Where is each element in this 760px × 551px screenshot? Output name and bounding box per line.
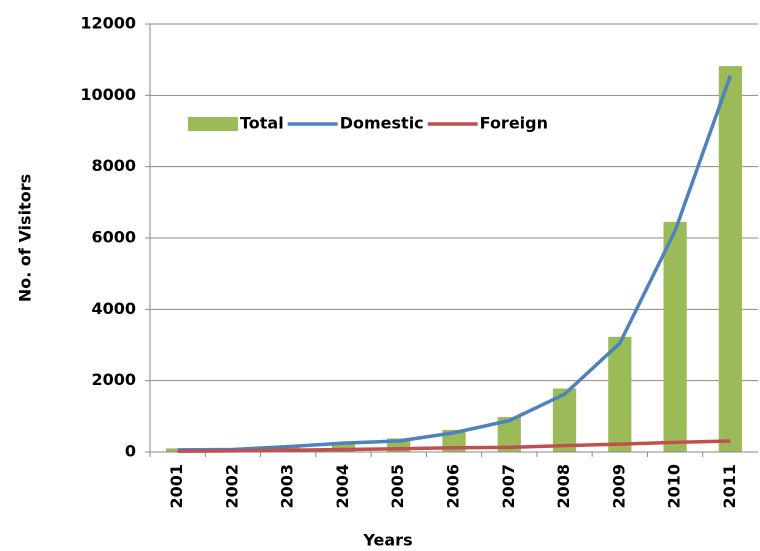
bar bbox=[331, 442, 356, 452]
y-tick-label: 12000 bbox=[80, 14, 136, 33]
x-tick-label: 2004 bbox=[333, 464, 352, 509]
bar bbox=[663, 221, 687, 452]
x-tick-label: 2006 bbox=[444, 464, 463, 509]
y-tick-label: 6000 bbox=[91, 228, 136, 247]
bar bbox=[718, 66, 742, 452]
legend-label: Domestic bbox=[340, 114, 424, 133]
x-tick-label: 2011 bbox=[720, 464, 739, 509]
legend-swatch bbox=[188, 117, 238, 131]
x-tick-label: 2001 bbox=[167, 464, 186, 509]
line bbox=[177, 75, 733, 452]
x-tick-label: 2005 bbox=[388, 464, 407, 509]
x-axis-title: Years bbox=[362, 531, 412, 550]
bar bbox=[497, 417, 521, 452]
x-tick-label: 2003 bbox=[278, 464, 297, 509]
x-tick-label: 2002 bbox=[222, 464, 241, 509]
y-tick-label: 0 bbox=[125, 442, 136, 461]
bar bbox=[608, 336, 632, 452]
y-tick-label: 2000 bbox=[91, 370, 136, 389]
y-axis-title: No. of Visitors bbox=[16, 174, 35, 302]
bar bbox=[552, 388, 577, 452]
x-tick-label: 2010 bbox=[665, 464, 684, 509]
y-tick-label: 4000 bbox=[91, 299, 136, 318]
x-tick-label: 2007 bbox=[499, 464, 518, 509]
x-tick-label: 2009 bbox=[609, 464, 628, 509]
x-tick-label: 2008 bbox=[554, 464, 573, 509]
line bbox=[177, 439, 731, 454]
y-tick-label: 8000 bbox=[91, 156, 136, 175]
legend-label: Foreign bbox=[480, 114, 548, 133]
legend-label: Total bbox=[240, 114, 284, 133]
y-tick-label: 10000 bbox=[80, 85, 136, 104]
